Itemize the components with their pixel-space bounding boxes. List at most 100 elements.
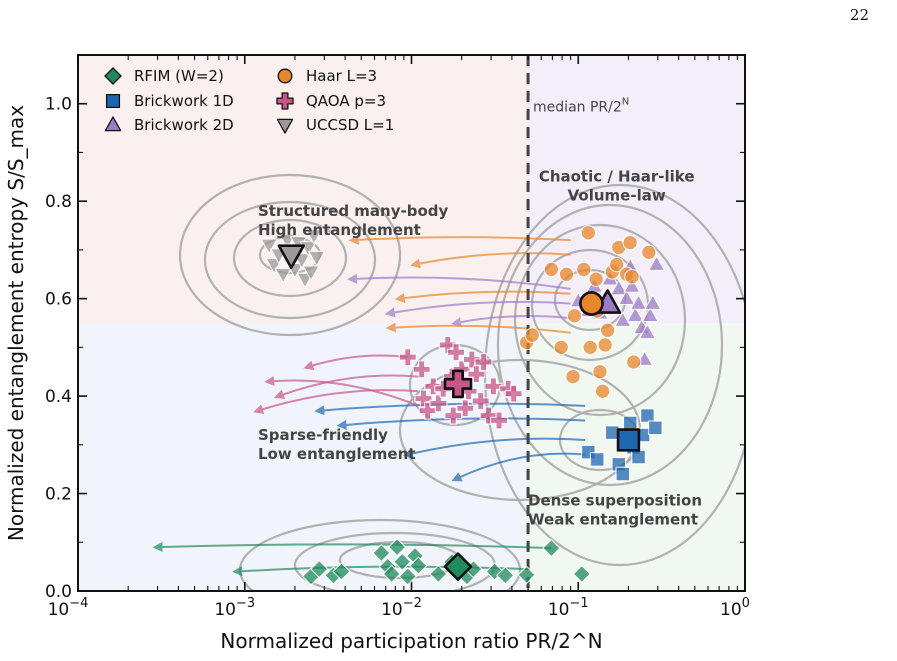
data-point: [393, 552, 412, 571]
data-point: [647, 255, 666, 272]
data-point: [310, 559, 329, 579]
x-axis-label: Normalized participation ratio PR/2^N: [220, 629, 602, 653]
trail-arrow: [303, 354, 408, 371]
axes: 10−4 10−3 10−2 10−1 100 0.0 0.2 0.4 0.6 0.8 1.0 Nor…: [4, 54, 750, 653]
data-point: [625, 354, 642, 370]
y-tick-label: 0.0: [45, 582, 72, 602]
series-qaoa-p-3: [398, 335, 523, 430]
data-point: [592, 363, 608, 380]
series-brickwork-1d: [580, 408, 663, 482]
y-tick-label: 0.4: [45, 387, 72, 407]
data-point: [302, 265, 320, 281]
contour-ring: [513, 223, 687, 417]
x-tick-label: 10−3: [214, 596, 255, 620]
x-tick-label: 100: [720, 596, 750, 620]
data-point: [622, 234, 639, 251]
data-point: [640, 408, 655, 423]
page-number: 22: [849, 6, 869, 24]
data-points: [260, 225, 666, 586]
data-point: [543, 261, 560, 278]
data-point: [623, 277, 641, 294]
data-point: [644, 294, 662, 311]
trail-arrow: [394, 290, 571, 303]
data-point: [624, 268, 640, 285]
data-point: [558, 266, 575, 283]
data-point: [274, 267, 292, 284]
data-point: [332, 562, 351, 581]
data-point: [641, 306, 659, 323]
data-point: [429, 564, 448, 584]
region-label: Structured many-body High entanglement: [258, 202, 449, 239]
centroid-marker: [579, 291, 604, 316]
data-point: [260, 238, 278, 255]
contour-ring: [203, 200, 377, 320]
trail-arrow: [274, 374, 419, 400]
data-point: [388, 538, 407, 557]
data-point: [542, 539, 561, 558]
data-point: [647, 420, 663, 436]
trail-arrow: [348, 234, 571, 245]
data-point: [418, 401, 437, 420]
data-point: [553, 339, 570, 356]
y-tick-label: 0.8: [45, 192, 72, 212]
data-point: [398, 567, 417, 586]
x-tick-label: 10−4: [48, 596, 89, 620]
data-point: [452, 360, 471, 379]
median-line-group: median PR/2N: [526, 55, 629, 591]
trail-arrow: [402, 437, 586, 459]
trail-arrow: [152, 541, 552, 552]
centroid-marker: [443, 552, 473, 581]
y-tick-label: 1.0: [45, 95, 72, 115]
legend-label: Brickwork 2D: [134, 116, 234, 134]
data-point: [626, 306, 645, 323]
region-label: Dense superposition Weak entanglement: [528, 492, 702, 529]
data-point: [631, 449, 646, 465]
data-point: [641, 244, 657, 261]
trail-arrow: [253, 389, 419, 414]
data-point: [467, 365, 486, 384]
contour-ring: [178, 173, 402, 337]
data-point: [456, 399, 475, 418]
trail-arrow: [336, 417, 586, 430]
data-point: [412, 360, 431, 379]
data-point: [305, 228, 323, 245]
trail-arrow: [451, 452, 586, 482]
data-point: [572, 564, 591, 584]
data-point: [597, 337, 613, 353]
centroid-marker: [443, 369, 473, 399]
data-point: [580, 225, 597, 241]
legend: RFIM (W=2) Brickwork 1D Brickwork 2D Haar L…: [104, 67, 394, 134]
legend-marker: [276, 92, 294, 110]
region-label: Chaotic / Haar-like Volume-law: [539, 168, 695, 205]
x-tick-label: 10−1: [548, 596, 589, 620]
data-point: [565, 368, 581, 385]
data-point: [617, 289, 636, 306]
legend-label: Brickwork 1D: [134, 92, 234, 110]
data-point: [594, 383, 611, 400]
x-tick-label: 10−2: [381, 596, 422, 620]
contour-ring: [496, 203, 724, 487]
contour-ring: [232, 218, 348, 298]
data-point: [582, 339, 599, 356]
trail-arrow: [314, 402, 586, 416]
data-point: [575, 261, 592, 278]
legend-marker: [105, 93, 121, 109]
trail-arrow: [347, 273, 571, 290]
legend-label: UCCSD L=1: [306, 116, 394, 134]
data-point: [471, 391, 490, 411]
legend-marker: [104, 67, 122, 85]
median-label: median PR/2N: [533, 97, 629, 116]
legend-label: RFIM (W=2): [134, 67, 224, 85]
trail-arrow: [384, 300, 571, 318]
data-point: [566, 307, 583, 324]
series-uccsd-l-1: [260, 228, 326, 289]
region-label: Sparse-friendly Low entanglement: [258, 426, 415, 463]
legend-marker: [104, 116, 122, 132]
y-tick-label: 0.6: [45, 290, 72, 310]
data-point: [589, 452, 605, 467]
data-point: [629, 294, 648, 311]
data-point: [524, 327, 541, 344]
data-point: [489, 411, 509, 430]
data-point: [409, 556, 428, 575]
